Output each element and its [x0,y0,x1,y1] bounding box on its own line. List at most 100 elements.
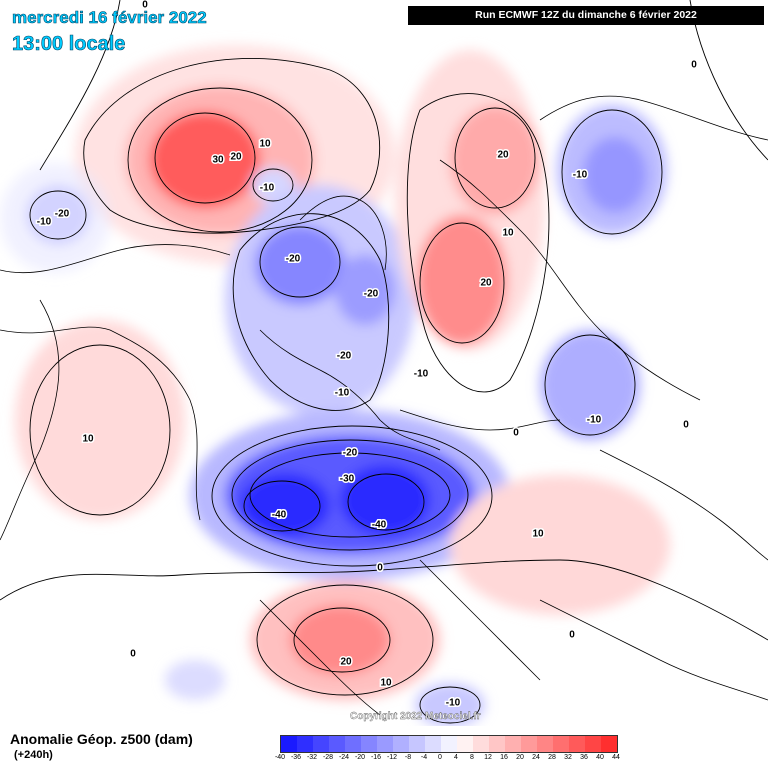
ridge-south-europe-core [290,605,390,675]
contour-minus-40-west [243,480,321,532]
coast-arctic-islands [299,195,387,271]
scale-swatch [505,736,521,752]
scale-tick-label: -16 [370,754,382,761]
ridge-east [450,475,670,615]
contour-label: -30 [340,474,355,485]
scale-tick-label: -20 [354,754,366,761]
scale-tick-label: 20 [516,754,524,761]
contour-label: -10 [587,415,602,426]
contour-lines [0,0,768,724]
trough-arctic-core [255,225,345,305]
coast-russia-east [439,159,701,401]
contour-label: 0 [513,428,519,439]
contour-minus-10-central-asia [544,334,636,436]
contour-label: 20 [230,152,242,163]
scale-tick-label: -4 [420,754,428,761]
color-scale [280,735,618,753]
coast-europe-east [419,559,541,681]
scale-tick-label: 16 [500,754,508,761]
contour-label: -10 [414,369,429,380]
low-south-west [165,660,225,700]
coast-siberia-north [399,409,561,431]
coast-north-america-east [0,326,201,521]
contour-minus-20-west [29,190,87,240]
coastlines [0,95,768,716]
scale-tick-label: 12 [484,754,492,761]
ridge-north-pacific-max [150,112,260,208]
scale-tick-label: 0 [438,754,442,761]
contour-plus-10-europe [256,584,434,696]
contour-plus-10-america [29,344,171,516]
low-east-asia-core [583,137,647,213]
contour-plus-30 [154,112,256,204]
anomaly-shading [0,45,670,726]
contour-label: 0 [377,563,383,574]
scale-swatch [553,736,569,752]
scale-tick-label: -32 [306,754,318,761]
scale-swatch [377,736,393,752]
anomaly-map: 030 2010-10-20-1020-10010-20-2020-20-10-1… [0,0,768,726]
scale-swatch [313,736,329,752]
contour-label: 0 [691,60,697,71]
scale-swatch [393,736,409,752]
coast-north-america-west [0,299,60,541]
contour-label: -40 [372,520,387,531]
coast-asia-south [539,599,768,701]
contour-label: 20 [497,150,509,161]
contour-minus-30-atlantic [249,452,451,538]
ridge-siberia-north [450,105,540,215]
trough-atlantic-core-west [240,473,330,537]
contour-label: -20 [343,448,358,459]
scale-swatch [601,736,617,752]
contour-label: 0 [569,630,575,641]
contour-label: -10 [573,170,588,181]
contour-plus-10-siberia [406,93,550,393]
contour-minus-20-atlantic [231,439,469,551]
contour-label: -40 [272,510,287,521]
scale-swatch [521,736,537,752]
contour-plus-10-pacific [83,58,381,234]
contour-label: -20 [337,351,352,362]
contour-label: 20 [340,657,352,668]
scale-tick-label: 36 [580,754,588,761]
coast-europe-west [259,599,381,716]
contour-minus-20-arctic [259,226,341,298]
trough-arctic-core-2 [335,255,395,325]
contour-minus-10-south [419,686,481,724]
contour-zero-north [39,0,121,171]
scale-swatch [489,736,505,752]
model-run-label: Run ECMWF 12Z du dimanche 6 février 2022 [408,6,764,25]
scale-tick-label: 4 [454,754,458,761]
contour-label: 20 [480,278,492,289]
contour-plus-20-siberia [419,222,505,344]
ridge-siberia-core [417,215,507,345]
contour-minus-10-east-asia [561,109,663,235]
forecast-time: 13:00 locale [12,33,126,56]
scale-swatch [457,736,473,752]
contour-minus-40-east [347,473,425,531]
scale-swatch [425,736,441,752]
contour-label: 0 [142,0,148,11]
contour-label: 10 [380,678,392,689]
variable-label: Anomalie Géop. z500 (dam) [10,731,193,747]
scale-swatch [281,736,297,752]
scale-swatch [537,736,553,752]
scale-tick-label: 44 [612,754,620,761]
contour-minus-10-atlantic [211,425,493,567]
scale-swatch [345,736,361,752]
coast-asia-southeast [599,449,768,561]
scale-swatch [361,736,377,752]
coast-greenland [259,329,441,451]
trough-atlantic-core-east [340,465,430,535]
scale-swatch [409,736,425,752]
scale-swatch [297,736,313,752]
scale-tick-label: 28 [548,754,556,761]
scale-tick-label: -12 [386,754,398,761]
contour-label: 10 [259,139,271,150]
scale-tick-label: 32 [564,754,572,761]
scale-swatch [441,736,457,752]
scale-tick-label: -40 [274,754,286,761]
contour-zero-south [0,559,768,641]
scale-tick-label: 24 [532,754,540,761]
